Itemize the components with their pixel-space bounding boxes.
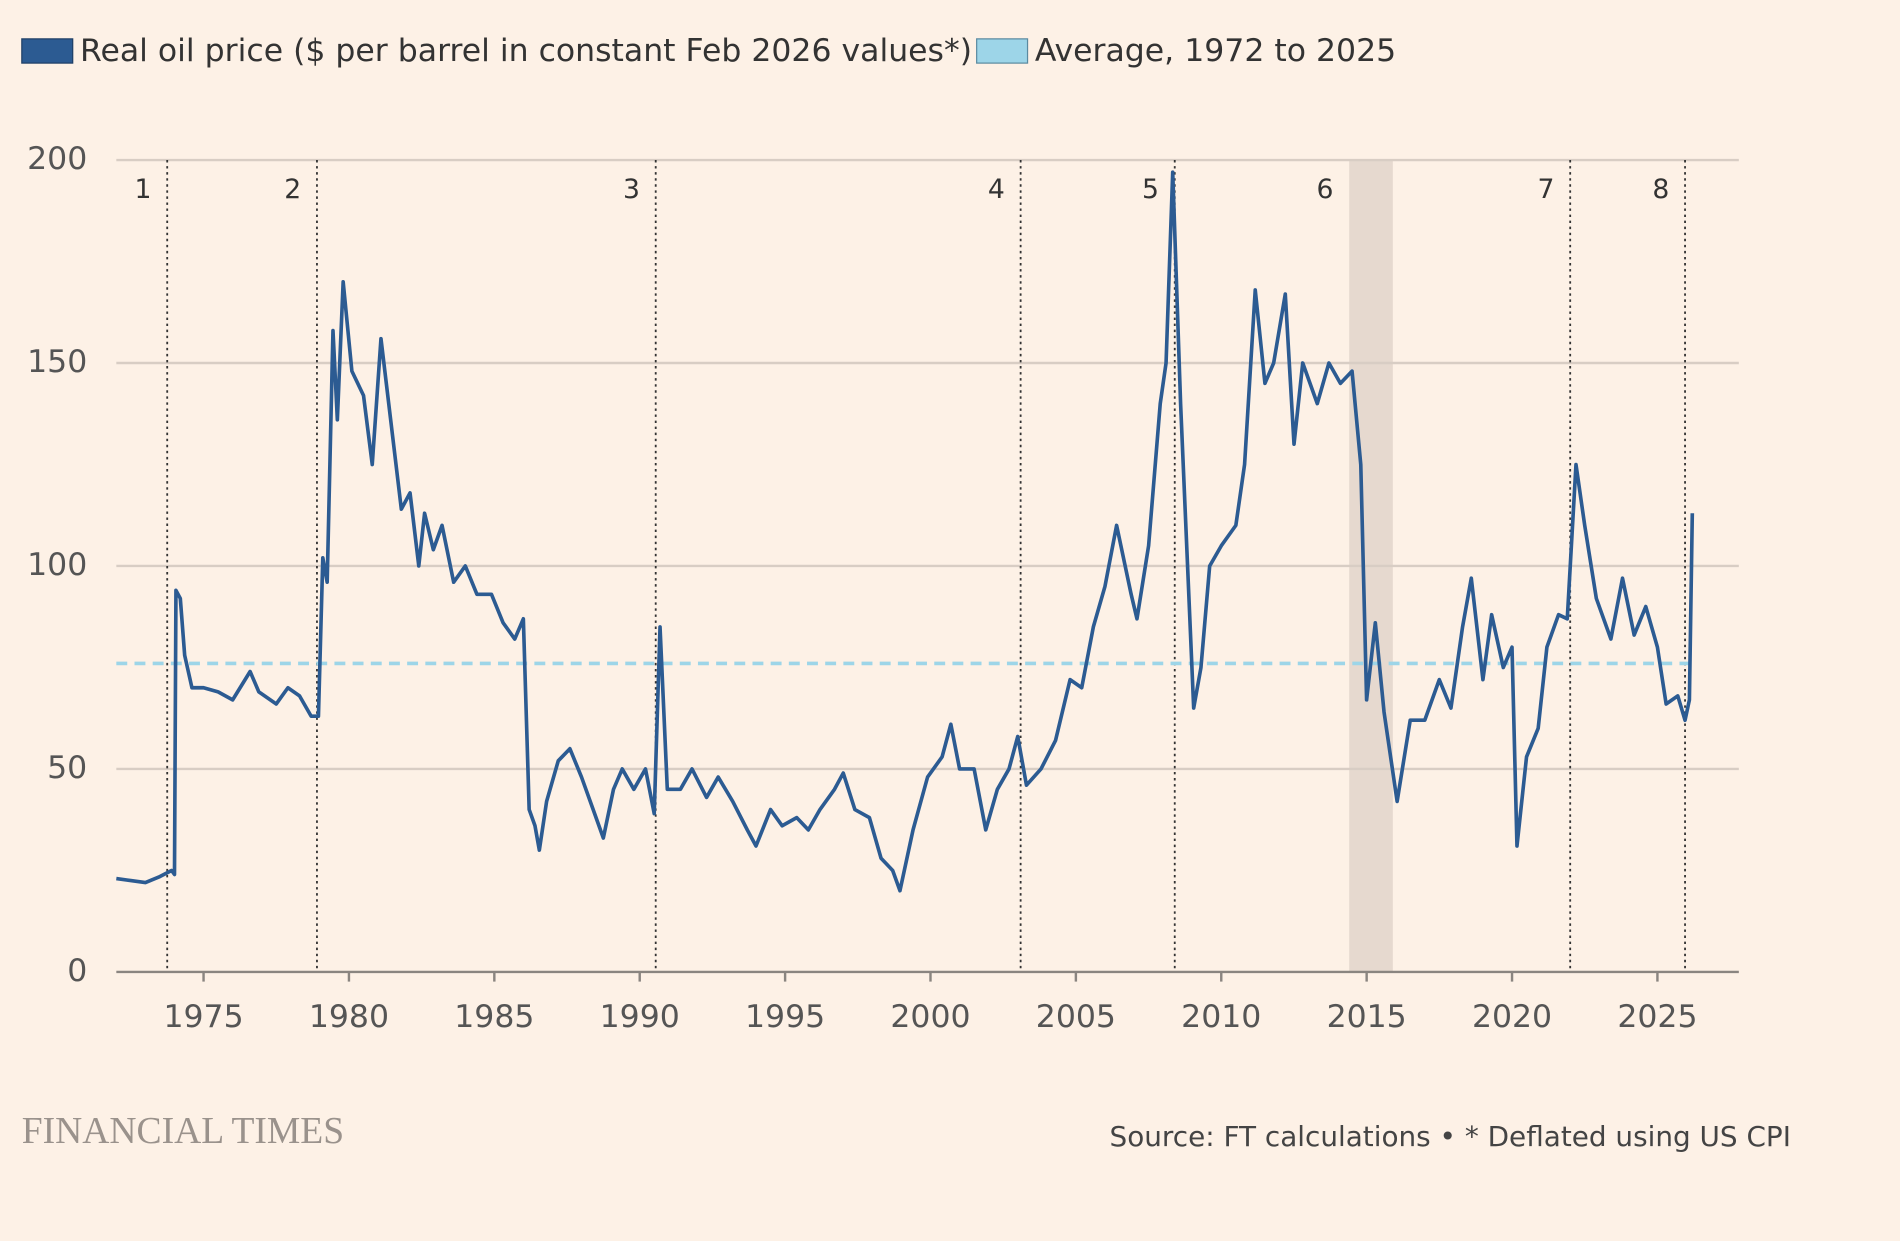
y-tick-label: 100	[27, 547, 87, 583]
event-label: 6	[1316, 174, 1333, 205]
source-note: Source: FT calculations • * Deflated usi…	[1110, 1120, 1791, 1153]
x-tick-label: 2005	[1036, 999, 1116, 1035]
event-label: 4	[988, 174, 1005, 205]
x-tick-label: 2025	[1617, 999, 1697, 1035]
legend-label: Average, 1972 to 2025	[1035, 33, 1396, 69]
y-tick-label: 50	[47, 750, 87, 786]
x-tick-label: 2010	[1181, 999, 1261, 1035]
x-tick-label: 2015	[1327, 999, 1407, 1035]
y-tick-label: 150	[27, 344, 87, 380]
brand: FINANCIAL TIMES	[22, 1111, 344, 1152]
event-label: 2	[284, 174, 301, 205]
event-label: 8	[1652, 174, 1669, 205]
x-tick-label: 1990	[600, 999, 680, 1035]
event-label: 1	[135, 174, 152, 205]
event-label: 5	[1142, 174, 1159, 205]
x-tick-label: 1980	[309, 999, 389, 1035]
y-tick-label: 200	[27, 141, 87, 177]
legend: Real oil price ($ per barrel in constant…	[21, 33, 1396, 69]
x-tick-label: 1975	[163, 999, 243, 1035]
plot-area: 6 0 50 100 150 200 1975 1980 1985 1990 1995 2000 200…	[27, 141, 1739, 1035]
x-tick-label: 1985	[454, 999, 534, 1035]
event-label: 3	[623, 174, 640, 205]
x-tick-label: 1995	[745, 999, 825, 1035]
event-label: 7	[1537, 174, 1554, 205]
y-tick-label: 0	[67, 953, 87, 989]
legend-label: Real oil price ($ per barrel in constant…	[80, 33, 972, 69]
legend-swatch	[21, 38, 74, 64]
legend-swatch	[976, 38, 1029, 64]
x-tick-label: 2000	[890, 999, 970, 1035]
price-line	[116, 170, 1695, 893]
x-tick-label: 2020	[1472, 999, 1552, 1035]
